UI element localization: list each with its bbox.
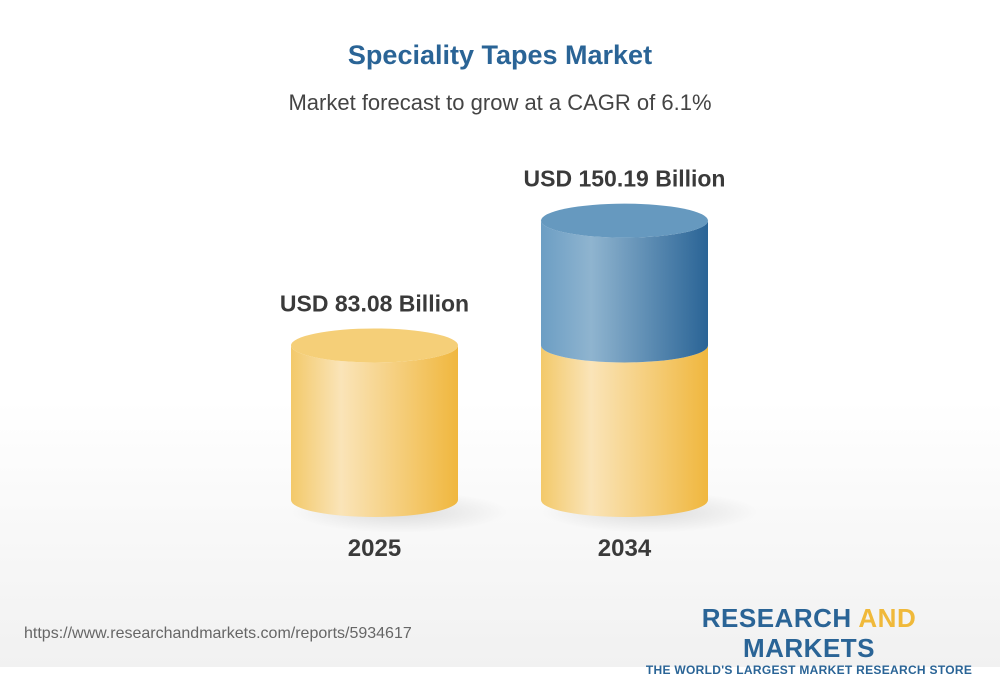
cylinder-base-segment [291,345,459,517]
category-label: 2034 [598,535,652,562]
logo-word: AND [858,603,917,633]
chart-title: Speciality Tapes Market [347,40,653,70]
research-and-markets-logo: RESEARCH AND MARKETS THE WORLD'S LARGEST… [640,603,978,677]
cylinder-top [541,203,708,238]
cylinder-top [291,328,458,363]
cylinder-base-segment [541,345,708,517]
logo-tagline: THE WORLD'S LARGEST MARKET RESEARCH STOR… [645,663,973,677]
data-label: USD 150.19 Billion [524,166,726,192]
chart-subtitle: Market forecast to grow at a CAGR of 6.1… [288,90,712,115]
category-label: 2025 [348,535,401,562]
data-label: USD 83.08 Billion [280,290,469,316]
source-url[interactable]: https://www.researchandmarkets.com/repor… [24,625,412,642]
logo-word: RESEARCH [701,603,859,633]
logo-word: MARKETS [742,633,876,663]
cylinder-growth-segment [541,220,708,363]
